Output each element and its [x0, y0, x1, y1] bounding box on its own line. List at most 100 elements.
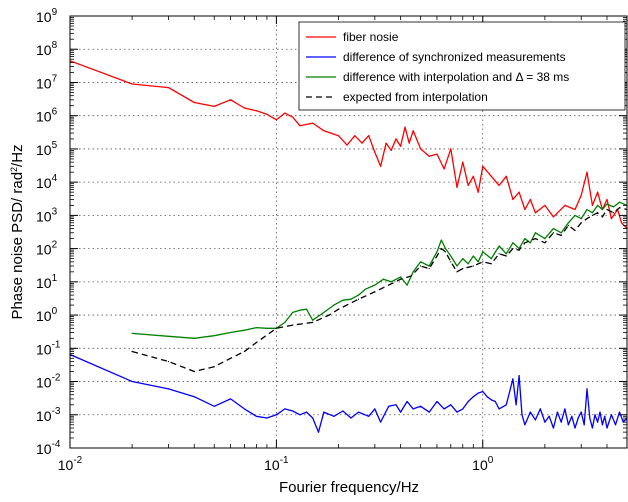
- data-point: [428, 268, 430, 270]
- data-point: [440, 239, 442, 241]
- data-point: [213, 335, 215, 337]
- data-point: [408, 142, 410, 144]
- data-point: [472, 175, 474, 177]
- data-point: [539, 408, 541, 410]
- data-point: [284, 112, 286, 114]
- data-point: [610, 218, 612, 220]
- y-tick-base: 10: [36, 408, 52, 424]
- data-point: [380, 421, 382, 423]
- data-point: [591, 212, 594, 214]
- data-point: [574, 427, 576, 429]
- data-point: [529, 242, 531, 244]
- data-point: [400, 411, 402, 413]
- data-point: [580, 411, 582, 413]
- data-point: [586, 208, 588, 211]
- data-point: [193, 370, 195, 373]
- data-point: [420, 405, 422, 407]
- data-point: [167, 388, 170, 390]
- data-point: [374, 408, 376, 410]
- data-point: [494, 400, 496, 403]
- data-point: [229, 357, 232, 359]
- data-point: [544, 238, 546, 240]
- data-point: [400, 145, 402, 147]
- data-point: [552, 216, 555, 218]
- data-point: [482, 390, 484, 393]
- x-tick-base: 10: [58, 457, 74, 473]
- data-point: [583, 424, 585, 426]
- data-point: [450, 404, 452, 406]
- data-point: [589, 417, 591, 419]
- y-tick-label: 105: [36, 140, 58, 158]
- legend-label: expected from interpolation: [343, 90, 488, 104]
- y-tick-base: 10: [36, 242, 52, 258]
- data-point: [436, 400, 438, 403]
- data-point: [450, 261, 452, 263]
- data-point: [229, 331, 232, 334]
- data-point: [374, 291, 376, 293]
- data-point: [299, 125, 301, 127]
- data-point: [606, 203, 608, 205]
- data-point: [354, 135, 356, 137]
- series-layer: [70, 60, 628, 433]
- legend-label: fiber nosie: [343, 30, 399, 44]
- series-0: [70, 60, 628, 230]
- data-point: [564, 204, 566, 206]
- data-point: [456, 411, 458, 413]
- data-point: [440, 248, 442, 250]
- data-point: [552, 228, 555, 230]
- data-point: [350, 417, 352, 419]
- data-point: [193, 101, 195, 104]
- data-point: [299, 309, 301, 311]
- data-point: [498, 408, 500, 410]
- data-point: [567, 424, 569, 426]
- data-point: [524, 242, 526, 244]
- data-point: [167, 87, 170, 89]
- data-point: [618, 411, 621, 413]
- data-point: [498, 184, 500, 186]
- data-point: [482, 261, 484, 263]
- data-point: [612, 206, 615, 208]
- data-point: [443, 168, 445, 170]
- data-point: [428, 155, 430, 157]
- series-line: [131, 207, 628, 373]
- series-2: [131, 201, 628, 339]
- x-tick-labels: 10-2 10-1 100: [58, 455, 494, 473]
- data-point: [534, 212, 537, 214]
- data-point: [420, 265, 422, 267]
- legend-label: difference with interpolation and Δ = 38…: [343, 70, 569, 84]
- data-point: [388, 405, 390, 407]
- data-point: [312, 417, 314, 419]
- data-point: [534, 419, 537, 421]
- data-point: [472, 255, 474, 257]
- y-tick-exp: -1: [52, 339, 61, 350]
- data-point: [544, 421, 546, 423]
- data-point: [292, 116, 294, 118]
- data-point: [131, 380, 133, 383]
- data-point: [357, 411, 360, 413]
- data-point: [305, 411, 308, 413]
- y-tick-exp: 4: [52, 173, 58, 184]
- data-point: [467, 263, 469, 265]
- data-point: [342, 410, 344, 412]
- y-tick-base: 10: [36, 42, 52, 58]
- y-tick-exp: 2: [52, 240, 58, 251]
- y-tick-label: 104: [36, 173, 58, 191]
- data-point: [337, 308, 340, 310]
- data-point: [346, 144, 348, 146]
- data-point: [342, 299, 344, 301]
- data-point: [599, 411, 601, 413]
- data-point: [400, 278, 402, 280]
- series-line: [70, 60, 628, 230]
- data-point: [462, 268, 464, 270]
- y-axis-label-sup: 2: [9, 167, 19, 172]
- data-point: [450, 148, 452, 150]
- data-point: [406, 400, 408, 403]
- data-point: [243, 408, 246, 410]
- data-point: [317, 431, 320, 433]
- y-tick-base: 10: [36, 308, 52, 324]
- data-point: [444, 251, 447, 253]
- data-point: [284, 321, 286, 324]
- data-point: [388, 284, 390, 286]
- data-point: [337, 135, 340, 137]
